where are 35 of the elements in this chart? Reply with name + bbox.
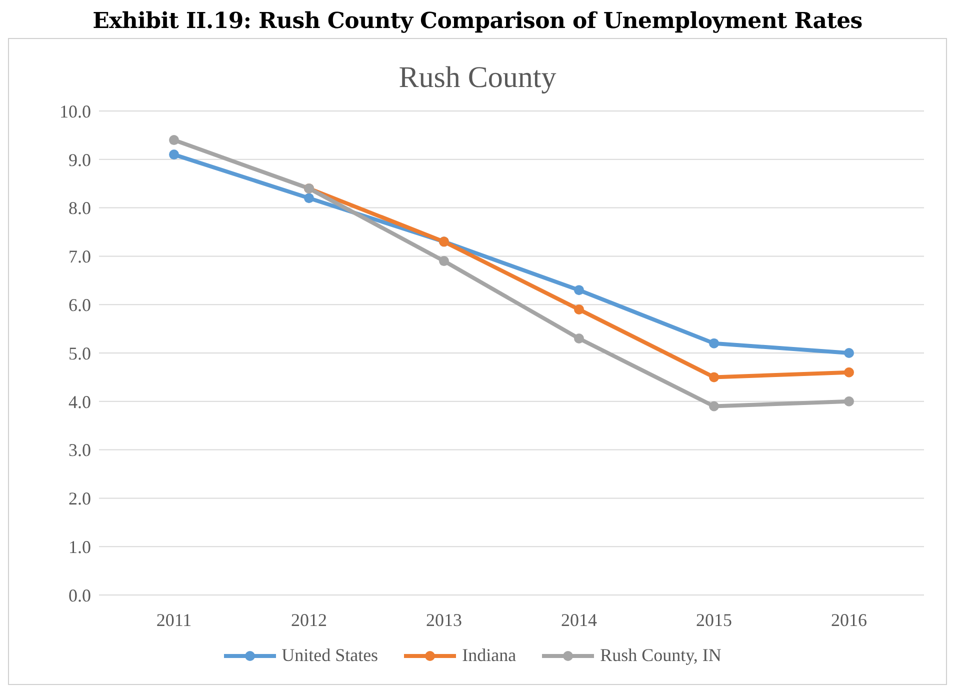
point [709, 338, 719, 348]
y-tick-label: 3.0 [68, 440, 91, 460]
point [439, 256, 449, 266]
point [844, 367, 854, 378]
point [844, 396, 854, 406]
point [709, 372, 719, 382]
point [574, 285, 584, 296]
x-tick-label: 2013 [426, 610, 462, 630]
legend-label: Rush County, IN [600, 645, 722, 666]
y-tick-label: 5.0 [68, 343, 91, 364]
x-tick-label: 2011 [156, 610, 192, 630]
point [169, 150, 179, 160]
y-tick-label: 9.0 [68, 150, 91, 170]
point [574, 333, 584, 344]
y-tick-label: 1.0 [68, 536, 91, 557]
y-tick-label: 6.0 [68, 294, 91, 315]
chart-title: Exhibit II.19: Rush County Comparison of Unemployment Rates [92, 8, 864, 34]
chart-subtitle: Rush County [398, 61, 558, 96]
y-tick-label: 7.0 [68, 246, 91, 267]
y-tick-label: 2.0 [68, 488, 91, 509]
x-tick-label: 2014 [561, 610, 597, 630]
y-tick-label: 8.0 [68, 198, 91, 218]
x-tick-label: 2016 [831, 610, 867, 630]
point [169, 135, 179, 146]
point [709, 401, 719, 412]
y-tick-label: 4.0 [68, 392, 91, 412]
x-tick-label: 2012 [291, 610, 327, 630]
y-tick-label: 0.0 [68, 585, 91, 606]
point [844, 348, 854, 358]
y-tick-label: 10.0 [60, 101, 91, 122]
legend-label: United States [282, 645, 378, 666]
point [304, 193, 314, 204]
point [574, 304, 584, 314]
x-tick-label: 2015 [696, 610, 732, 630]
legend-label: Indiana [462, 645, 516, 666]
